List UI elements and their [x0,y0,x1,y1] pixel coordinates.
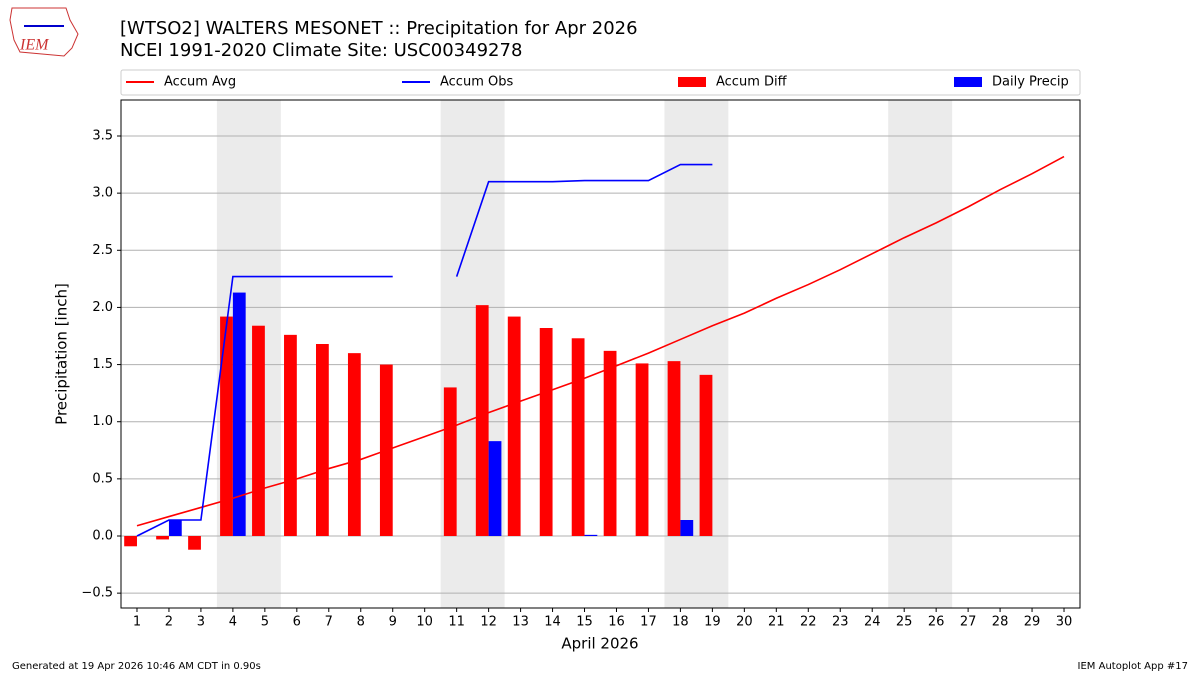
x-axis-label: April 2026 [561,635,638,653]
line [136,155,1065,527]
y-tick-label: 0.0 [92,529,113,544]
legend-label: Daily Precip [992,75,1069,90]
x-tick-label: 3 [197,615,205,630]
logo-text: IEM [19,37,50,54]
y-tick-label: 3.5 [92,129,113,144]
x-tick-label: 1 [133,615,141,630]
bar [252,325,265,536]
legend-label: Accum Diff [716,75,788,90]
bar [571,338,585,536]
bar [168,520,182,536]
x-tick-label: 15 [576,615,593,630]
y-tick-label: 1.0 [92,414,113,429]
weekend-shade [888,100,953,608]
logo: IEM [9,7,79,57]
y-tick-label: −0.5 [81,586,113,601]
x-tick-label: 16 [608,615,625,630]
bar [667,361,681,536]
x-tick-label: 12 [480,615,497,630]
x-tick-label: 27 [960,615,977,630]
x-tick-label: 11 [448,615,465,630]
chart-subtitle: NCEI 1991-2020 Climate Site: USC00349278 [120,40,522,61]
x-tick-label: 13 [512,615,529,630]
legend-swatch [954,77,982,87]
bar [284,334,297,536]
plot-frame [120,99,1081,609]
x-tick-label: 8 [357,615,365,630]
x-tick-label: 24 [864,615,881,630]
bar [507,316,521,536]
x-tick-label: 4 [229,615,237,630]
footer-left: Generated at 19 Apr 2026 10:46 AM CDT in… [12,661,261,672]
y-tick-label: 2.5 [92,243,113,258]
x-tick-label: 26 [928,615,945,630]
chart-title: [WTSO2] WALTERS MESONET :: Precipitation… [120,18,638,39]
x-tick-label: 19 [704,615,721,630]
bar [347,353,361,536]
x-tick-label: 6 [293,615,301,630]
y-tick-label: 0.5 [92,471,113,486]
x-tick-label: 14 [544,615,561,630]
y-tick-label: 1.5 [92,357,113,372]
bar [680,520,694,536]
bar [635,363,649,536]
x-tick-label: 25 [896,615,913,630]
bar [220,316,233,536]
line [136,163,713,537]
bar [488,441,502,536]
legend-label: Accum Avg [164,75,236,90]
legend-label: Accum Obs [440,75,513,90]
y-tick-label: 3.0 [92,186,113,201]
x-tick-label: 2 [165,615,173,630]
x-tick-label: 7 [325,615,333,630]
bar [232,292,246,536]
bar [475,305,489,536]
x-tick-label: 9 [389,615,397,630]
legend [120,69,1081,96]
x-tick-label: 10 [416,615,433,630]
x-tick-label: 30 [1056,615,1073,630]
bar [584,534,598,536]
bar [699,374,713,536]
bar [539,328,553,536]
y-axis-label: Precipitation [inch] [53,283,71,425]
x-tick-label: 23 [832,615,849,630]
logo-outline [9,7,79,57]
bar [124,536,137,547]
legend-swatch [678,77,706,87]
bar [315,344,329,536]
x-tick-label: 22 [800,615,817,630]
bar [443,387,457,536]
y-tick-label: 2.0 [92,300,113,315]
footer-right: IEM Autoplot App #17 [1078,661,1188,672]
bar [188,536,201,550]
x-tick-label: 29 [1024,615,1041,630]
bar [156,536,169,540]
bar [603,350,617,536]
x-tick-label: 5 [261,615,269,630]
x-tick-label: 17 [640,615,657,630]
x-tick-label: 18 [672,615,689,630]
x-tick-label: 28 [992,615,1009,630]
x-tick-label: 21 [768,615,785,630]
x-tick-label: 20 [736,615,753,630]
